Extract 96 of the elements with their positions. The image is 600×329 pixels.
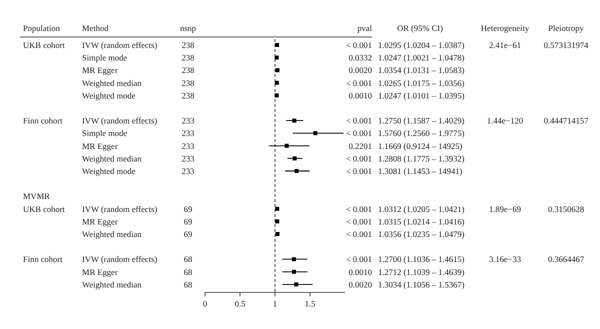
y-tick-label: Weighted mode (82, 90, 136, 100)
y-tick-label: MR Egger (82, 65, 118, 76)
category-label: 68 (184, 279, 192, 290)
category-label: 233 (182, 166, 194, 176)
y-tick-label: IVW (random effects) (82, 254, 158, 264)
category-label: 69 (184, 229, 192, 239)
category-label: 238 (182, 90, 194, 100)
data-label: 1.2712 (1.1039 – 1.4639) (378, 266, 465, 277)
category-label: 0.0332 (348, 52, 372, 63)
category-label: < 0.001 (346, 254, 372, 264)
category-label: 238 (182, 78, 194, 88)
category-label: 0.3664467 (548, 254, 584, 264)
text: Population (23, 23, 61, 33)
category-label: MVMR (23, 191, 50, 202)
y-tick-label: Weighted median (82, 279, 142, 290)
data-label: 1.2808 (1.1775 – 1.3932) (378, 153, 465, 164)
category-label: < 0.001 (346, 204, 372, 214)
category-label: 68 (184, 254, 192, 264)
y-tick-label: MR Egger (82, 216, 118, 226)
category-label: 0.2201 (348, 140, 372, 151)
data-label: 1.0247 (1.0101 – 1.0395) (378, 90, 465, 100)
point (292, 270, 296, 274)
category-label: 0.573131974 (544, 40, 590, 50)
y-axis-title: Method (82, 23, 110, 33)
y-tick-label: MR Egger (82, 266, 118, 277)
y-tick-label: Weighted mode (82, 166, 136, 176)
data-label: 1.0354 (1.0131 – 1.0583) (378, 65, 465, 76)
point (284, 144, 289, 148)
category-label: 233 (182, 153, 194, 164)
category-label: 1.44e−120 (486, 116, 524, 126)
text: nsnp (180, 23, 196, 33)
x-tick-label: 1 (272, 298, 278, 308)
category-label: 0.444714157 (544, 116, 588, 126)
y-tick-label: Simple mode (82, 128, 128, 138)
point (292, 156, 297, 160)
category-label: 0.0010 (348, 90, 372, 100)
category-label: 0.0010 (348, 266, 372, 277)
x-tick-label: 0.5 (234, 298, 246, 308)
category-label: 69 (184, 216, 192, 226)
category-label: < 0.001 (346, 229, 372, 239)
y-tick-label: Weighted median (82, 78, 142, 88)
category-label: Finn cohort (23, 116, 64, 126)
category-label: 233 (182, 140, 194, 151)
text: Heterogeneity (480, 23, 530, 33)
text: Pleiotropy (548, 23, 584, 33)
category-label: < 0.001 (346, 116, 372, 126)
category-label: UKB cohort (23, 204, 66, 214)
data-label: 1.3081 (1.1453 – 14941) (378, 166, 462, 176)
category-label: 1.89e−69 (489, 204, 521, 214)
category-label: 0.3150628 (548, 204, 584, 214)
text: pval (357, 23, 373, 33)
data-label: 1.0265 (1.0175 – 1.0356) (378, 78, 465, 88)
data-label: 1.5760 (1.2560 – 1.9775) (378, 128, 465, 138)
x-tick-label: 1.5 (304, 298, 316, 308)
point (294, 282, 298, 286)
data-label: 1.0356 (1.0235 – 1.0479) (378, 229, 465, 239)
y-tick-label: IVW (random effects) (82, 116, 158, 126)
y-tick-label: IVW (random effects) (82, 40, 158, 50)
data-label: 1.2700 (1.1036 – 1.4615) (378, 254, 465, 264)
data-label: 1.0295 (1.0204 – 1.0387) (378, 40, 465, 50)
category-label: 0.0020 (348, 279, 372, 290)
y-tick-label: Weighted median (82, 153, 142, 164)
point (294, 169, 299, 173)
category-label: 238 (182, 40, 194, 50)
data-label: 1.0247 (1.0021 – 1.0478) (378, 52, 465, 63)
data-label: 1.0315 (1.0214 – 1.0416) (378, 216, 465, 226)
data-label: 1.0312 (1.0205 – 1.0421) (378, 204, 465, 214)
data-label: 1.2750 (1.1587 – 1.4029) (378, 116, 465, 126)
category-label: < 0.001 (346, 216, 372, 226)
category-label: UKB cohort (23, 40, 66, 50)
point (292, 118, 296, 123)
category-label: 233 (182, 116, 194, 126)
category-label: 0.0020 (348, 65, 372, 76)
category-label: < 0.001 (346, 40, 372, 50)
category-label: 68 (184, 266, 192, 277)
data-label: 1.1669 (0.9124 – 14925) (378, 140, 462, 151)
point (292, 257, 296, 262)
category-label: 238 (182, 65, 194, 76)
category-label: < 0.001 (346, 166, 372, 176)
data-label: 1.3034 (1.1056 – 1.5367) (378, 279, 465, 290)
category-label: 3.16e−33 (489, 254, 521, 264)
category-label: < 0.001 (346, 78, 372, 88)
category-label: 2.41e−61 (489, 40, 521, 50)
category-label: < 0.001 (346, 153, 372, 164)
y-tick-label: MR Egger (82, 140, 118, 151)
category-label: 238 (182, 52, 194, 63)
y-tick-label: Simple mode (82, 52, 128, 63)
x-tick-label: 0 (202, 298, 208, 308)
category-label: 233 (182, 128, 194, 138)
y-tick-label: IVW (random effects) (82, 204, 158, 214)
category-label: Finn cohort (23, 254, 64, 264)
y-tick-label: Weighted median (82, 229, 142, 239)
category-label: 69 (184, 204, 192, 214)
point (313, 131, 318, 136)
category-label: < 0.001 (346, 128, 372, 138)
text: OR (95% CI) (397, 23, 444, 33)
